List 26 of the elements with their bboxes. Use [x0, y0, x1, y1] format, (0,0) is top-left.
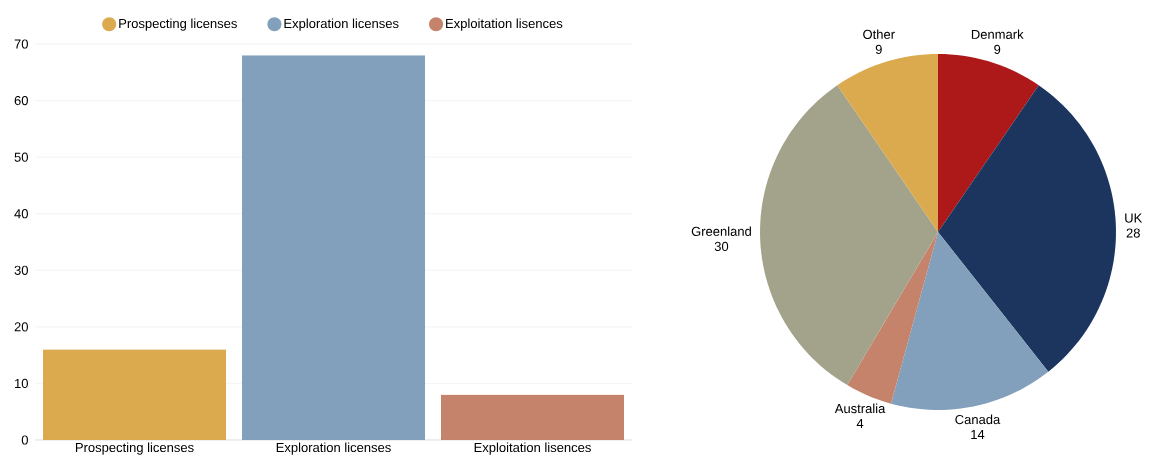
data-label: 4: [856, 419, 864, 429]
y-tick-label: 60: [14, 95, 28, 106]
data-label: 28: [1126, 228, 1140, 238]
data-label: 14: [971, 430, 985, 439]
slice-label: Greenland: [691, 226, 751, 236]
x-tick-label: Prospecting licenses: [75, 442, 194, 455]
slice-label: Denmark: [971, 29, 1024, 39]
y-tick-label: 0: [21, 435, 28, 445]
y-tick-label: 20: [14, 322, 28, 332]
slice-label: Australia: [834, 403, 886, 414]
slice-label: Canada: [955, 414, 1001, 425]
legend-label: Exploitation lisences: [446, 18, 563, 31]
y-tick-label: 70: [14, 39, 28, 49]
x-tick-label: Exploitation lisences: [474, 442, 591, 455]
legend-label: Prospecting licenses: [119, 18, 237, 31]
x-tick-label: Exploration licenses: [276, 442, 391, 455]
data-label: 9: [994, 44, 1001, 54]
y-tick-label: 30: [14, 265, 28, 275]
slice-label: Other: [863, 29, 895, 39]
y-tick-label: 40: [14, 209, 28, 219]
y-tick-label: 50: [14, 152, 28, 162]
legend-label: Exploration licenses: [284, 18, 399, 31]
slice-label: UK: [1125, 213, 1143, 223]
y-tick-label: 10: [15, 378, 28, 389]
data-label: 30: [714, 241, 729, 251]
data-label: 9: [875, 44, 882, 54]
